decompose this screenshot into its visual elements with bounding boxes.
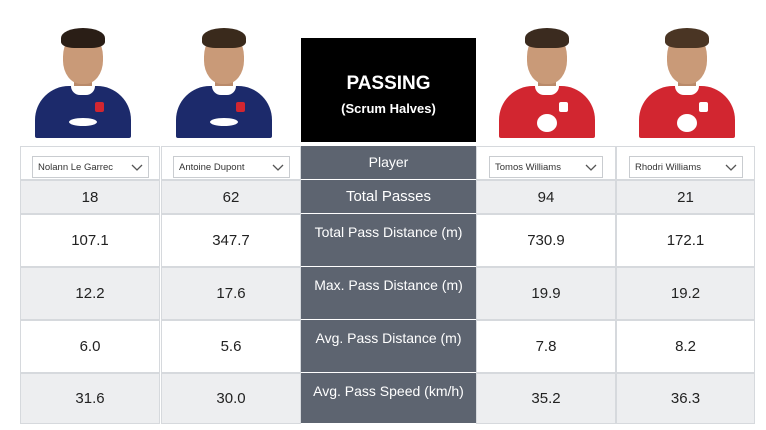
page-subtitle: (Scrum Halves) (341, 101, 436, 116)
stat-value: 7.8 (476, 320, 616, 373)
player-select-label: Tomos Williams (495, 161, 561, 173)
stat-value: 36.3 (616, 373, 755, 424)
stat-value: 18 (20, 180, 160, 214)
player-select-label: Antoine Dupont (179, 161, 245, 173)
player-photo-rhodri-williams (637, 26, 737, 138)
stat-value: 62 (161, 180, 301, 214)
chevron-down-icon (131, 164, 143, 171)
player-photo-le-garrec (33, 26, 133, 138)
stat-value: 31.6 (20, 373, 160, 424)
player-select-label: Rhodri Williams (635, 161, 701, 173)
chevron-down-icon (272, 164, 284, 171)
title-box: PASSING (Scrum Halves) (301, 38, 476, 142)
player-cell: Antoine Dupont (161, 146, 301, 180)
chevron-down-icon (725, 164, 737, 171)
player-cell: Tomos Williams (476, 146, 616, 180)
stat-value: 17.6 (161, 267, 301, 320)
stat-value: 94 (476, 180, 616, 214)
stat-value: 19.9 (476, 267, 616, 320)
chevron-down-icon (585, 164, 597, 171)
player-photo-dupont (174, 26, 274, 138)
table-row-max-pass-distance: 12.2 17.6 Max. Pass Distance (m) 19.9 19… (20, 267, 755, 320)
player-cell: Nolann Le Garrec (20, 146, 160, 180)
table-row-avg-pass-speed: 31.6 30.0 Avg. Pass Speed (km/h) 35.2 36… (20, 373, 755, 424)
table-row-player: Nolann Le Garrec Antoine Dupont Player T… (20, 146, 755, 180)
stat-value: 5.6 (161, 320, 301, 373)
player-select-4[interactable]: Rhodri Williams (629, 156, 743, 178)
table-row-total-passes: 18 62 Total Passes 94 21 (20, 180, 755, 214)
table-row-avg-pass-distance: 6.0 5.6 Avg. Pass Distance (m) 7.8 8.2 (20, 320, 755, 373)
stat-value: 21 (616, 180, 755, 214)
player-cell: Rhodri Williams (616, 146, 755, 180)
stat-value: 730.9 (476, 214, 616, 267)
stat-value: 12.2 (20, 267, 160, 320)
player-select-1[interactable]: Nolann Le Garrec (32, 156, 149, 178)
stat-value: 8.2 (616, 320, 755, 373)
player-photo-tomos-williams (497, 26, 597, 138)
table-row-total-pass-distance: 107.1 347.7 Total Pass Distance (m) 730.… (20, 214, 755, 267)
row-label-player: Player (301, 146, 476, 180)
stat-value: 35.2 (476, 373, 616, 424)
stat-value: 30.0 (161, 373, 301, 424)
stat-value: 6.0 (20, 320, 160, 373)
row-label: Total Passes (301, 180, 476, 214)
stat-value: 172.1 (616, 214, 755, 267)
stat-value: 107.1 (20, 214, 160, 267)
row-label: Max. Pass Distance (m) (301, 267, 476, 320)
stat-value: 19.2 (616, 267, 755, 320)
player-select-2[interactable]: Antoine Dupont (173, 156, 290, 178)
player-select-label: Nolann Le Garrec (38, 161, 113, 173)
page-title: PASSING (346, 73, 431, 94)
row-label: Avg. Pass Speed (km/h) (301, 373, 476, 424)
stat-value: 347.7 (161, 214, 301, 267)
player-select-3[interactable]: Tomos Williams (489, 156, 603, 178)
row-label: Avg. Pass Distance (m) (301, 320, 476, 373)
row-label: Total Pass Distance (m) (301, 214, 476, 267)
